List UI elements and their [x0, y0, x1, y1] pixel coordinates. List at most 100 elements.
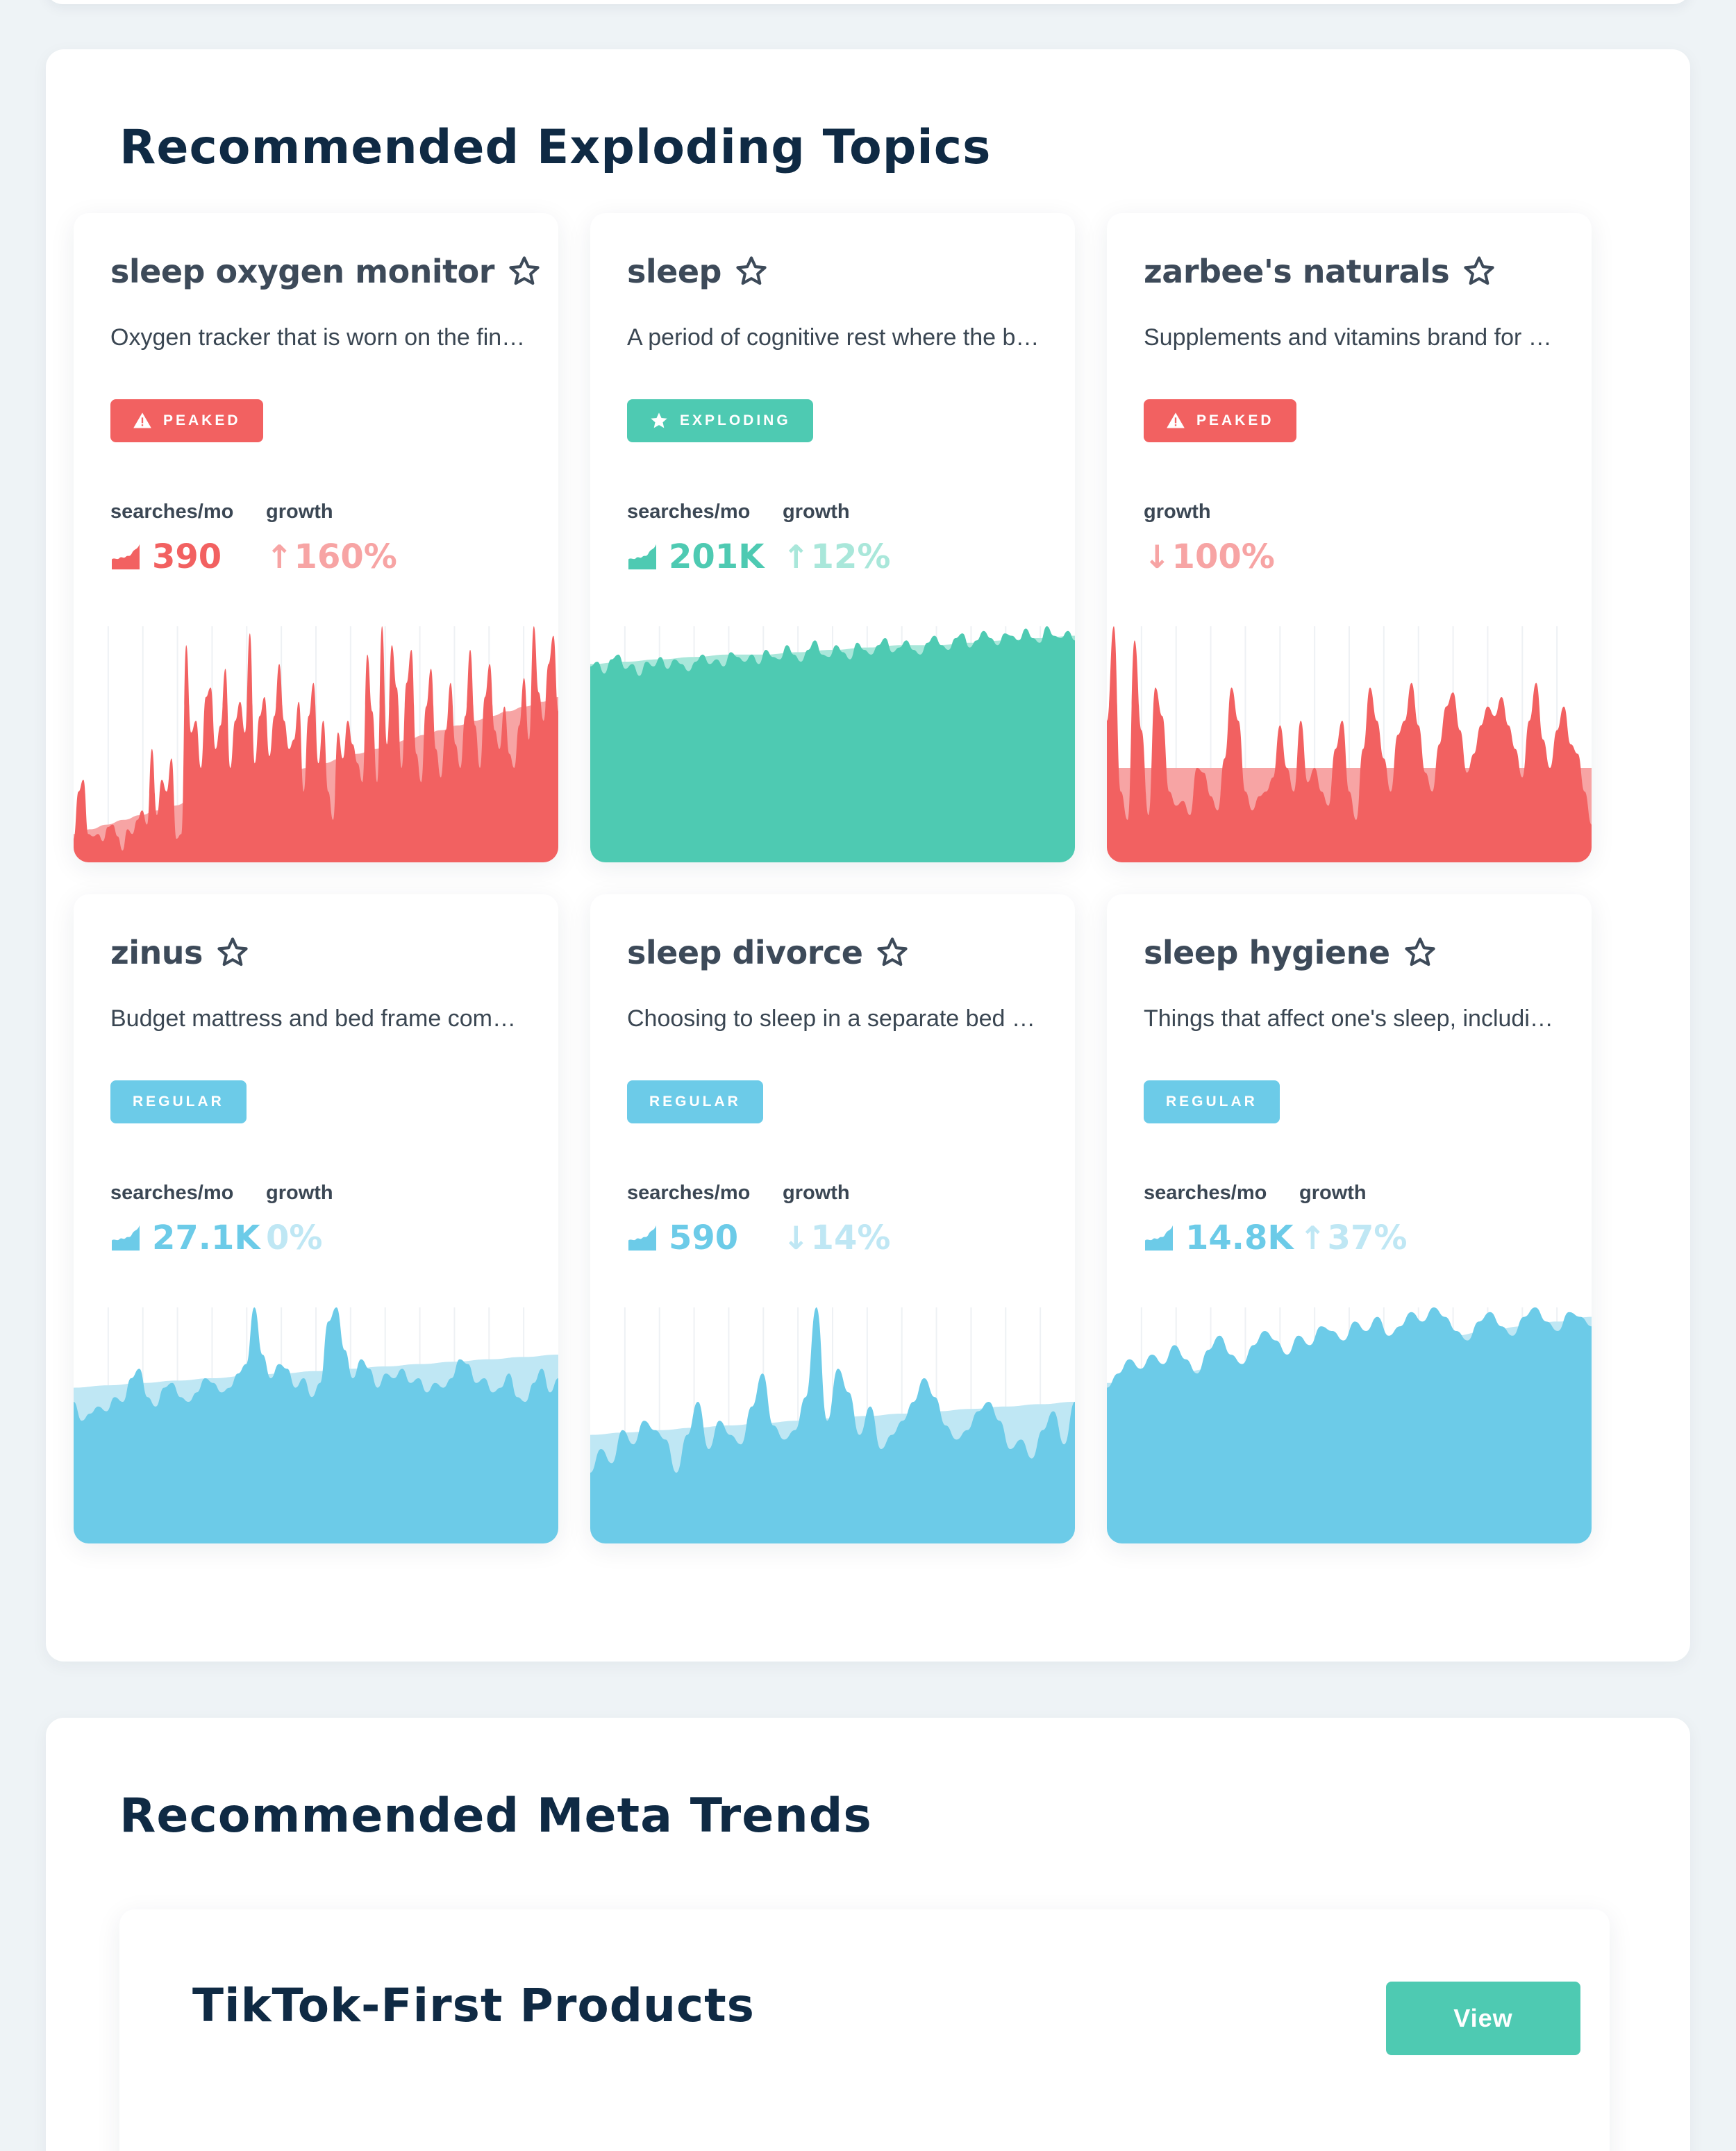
searches-label: searches/mo [110, 1182, 234, 1204]
status-label: EXPLODING [680, 412, 791, 428]
card-title-row: zinus [110, 930, 250, 975]
growth-label: growth [783, 501, 850, 523]
topic-card[interactable]: zinus Budget mattress and bed frame compa… [74, 894, 558, 1543]
volume-chart-icon [1145, 1225, 1173, 1251]
meta-trends-panel: Recommended Meta Trends TikTok-First Pro… [46, 1718, 1690, 2151]
search-volume-area [1107, 626, 1592, 862]
topic-title[interactable]: sleep divorce [627, 934, 863, 971]
previous-panel-edge [46, 0, 1690, 4]
trend-chart-svg [74, 1307, 558, 1543]
growth-value: 37% [1327, 1219, 1408, 1257]
trend-chart [1107, 612, 1592, 862]
topic-title[interactable]: zinus [110, 934, 203, 971]
search-volume-area [590, 626, 1075, 862]
meta-trend-card[interactable]: TikTok-First Products View [119, 1909, 1610, 2151]
stat-values: 390 ↑ 160% [110, 533, 397, 581]
topic-description: Supplements and vitamins brand for child… [1144, 324, 1560, 351]
stat-values: 590 ↓ 14% [627, 1214, 890, 1262]
star-outline-icon[interactable] [1462, 254, 1496, 289]
topic-description: Budget mattress and bed frame company [110, 1005, 527, 1032]
trend-chart-svg [590, 626, 1075, 862]
stat-values: 201K ↑ 12% [627, 533, 890, 581]
section-title: Recommended Meta Trends [119, 1789, 872, 1843]
searches-value: 590 [669, 1219, 739, 1257]
topic-card[interactable]: sleep hygiene Things that affect one's sl… [1107, 894, 1592, 1543]
topic-title[interactable]: sleep [627, 253, 721, 290]
growth-label: growth [1299, 1182, 1367, 1204]
stat-labels: growth [1144, 501, 1211, 524]
growth-value: 12% [810, 537, 891, 576]
status-badge: REGULAR [110, 1080, 247, 1123]
trend-chart [74, 612, 558, 862]
status-badge: PEAKED [110, 399, 263, 442]
card-title-row: zarbee's naturals [1144, 249, 1496, 294]
growth-label: growth [1144, 501, 1211, 523]
topic-card[interactable]: sleep oxygen monitor Oxygen tracker that … [74, 213, 558, 862]
view-button[interactable]: View [1386, 1982, 1580, 2055]
trend-chart-svg [590, 1307, 1075, 1543]
topic-description: Choosing to sleep in a separate bed or b… [627, 1005, 1044, 1032]
volume-chart-icon [112, 1225, 140, 1251]
stat-labels: searches/mo growth [627, 501, 850, 524]
star-outline-icon[interactable] [734, 254, 769, 289]
growth-label: growth [783, 1182, 850, 1204]
exploding-topics-panel: Recommended Exploding Topics sleep oxyge… [46, 49, 1690, 1662]
status-label: REGULAR [649, 1094, 741, 1110]
stat-labels: searches/mo growth [110, 501, 333, 524]
topic-title[interactable]: sleep oxygen monitor [110, 253, 494, 290]
status-badge: PEAKED [1144, 399, 1296, 442]
star-outline-icon[interactable] [1403, 935, 1437, 970]
star-outline-icon[interactable] [875, 935, 910, 970]
card-title-row: sleep oxygen monitor [110, 249, 542, 294]
volume-chart-icon [628, 1225, 656, 1251]
topic-card[interactable]: sleep A period of cognitive rest where th… [590, 213, 1075, 862]
stat-labels: searches/mo growth [110, 1182, 333, 1205]
growth-label: growth [266, 501, 333, 523]
trend-chart [590, 612, 1075, 862]
trend-chart-svg [1107, 1307, 1592, 1543]
section-title: Recommended Exploding Topics [119, 120, 992, 175]
stat-values: 27.1K 0% [110, 1214, 323, 1262]
arrow-up-icon: ↑ [783, 538, 810, 576]
card-title-row: sleep hygiene [1144, 930, 1437, 975]
topic-card[interactable]: zarbee's naturals Supplements and vitamin… [1107, 213, 1592, 862]
trend-chart [74, 1294, 558, 1543]
trend-chart-svg [1107, 626, 1592, 862]
search-volume-area [74, 1307, 558, 1543]
star-outline-icon[interactable] [215, 935, 250, 970]
topic-description: Things that affect one's sleep, includin… [1144, 1005, 1560, 1032]
card-title-row: sleep [627, 249, 769, 294]
status-label: REGULAR [133, 1094, 224, 1110]
star-outline-icon[interactable] [507, 254, 542, 289]
growth-value: 14% [810, 1219, 891, 1257]
growth-value: 100% [1171, 537, 1275, 576]
status-label: REGULAR [1166, 1094, 1258, 1110]
stat-values: ↓ 100% [1144, 533, 1275, 581]
topic-card[interactable]: sleep divorce Choosing to sleep in a sepa… [590, 894, 1075, 1543]
topic-description: Oxygen tracker that is worn on the finge… [110, 324, 527, 351]
meta-trend-title: TikTok-First Products [192, 1979, 755, 2032]
stat-labels: searches/mo growth [627, 1182, 850, 1205]
status-badge: REGULAR [627, 1080, 763, 1123]
status-badge: REGULAR [1144, 1080, 1280, 1123]
trend-chart-svg [74, 626, 558, 862]
growth-label: growth [266, 1182, 333, 1204]
status-label: PEAKED [1196, 412, 1274, 428]
topic-title[interactable]: sleep hygiene [1144, 934, 1390, 971]
arrow-up-icon: ↑ [266, 538, 293, 576]
warning-triangle-icon [1167, 412, 1185, 428]
searches-value: 27.1K [152, 1219, 260, 1257]
status-label: PEAKED [163, 412, 241, 428]
trend-chart [1107, 1294, 1592, 1543]
searches-label: searches/mo [110, 501, 234, 523]
searches-value: 14.8K [1185, 1219, 1294, 1257]
status-badge: EXPLODING [627, 399, 813, 442]
search-volume-area [1107, 1307, 1592, 1543]
search-volume-area [74, 626, 558, 862]
topic-title[interactable]: zarbee's naturals [1144, 253, 1450, 290]
growth-value: 160% [294, 537, 397, 576]
growth-value: 0% [266, 1219, 323, 1257]
searches-label: searches/mo [627, 1182, 751, 1204]
arrow-down-icon: ↓ [1144, 538, 1171, 576]
topic-description: A period of cognitive rest where the bod… [627, 324, 1044, 351]
